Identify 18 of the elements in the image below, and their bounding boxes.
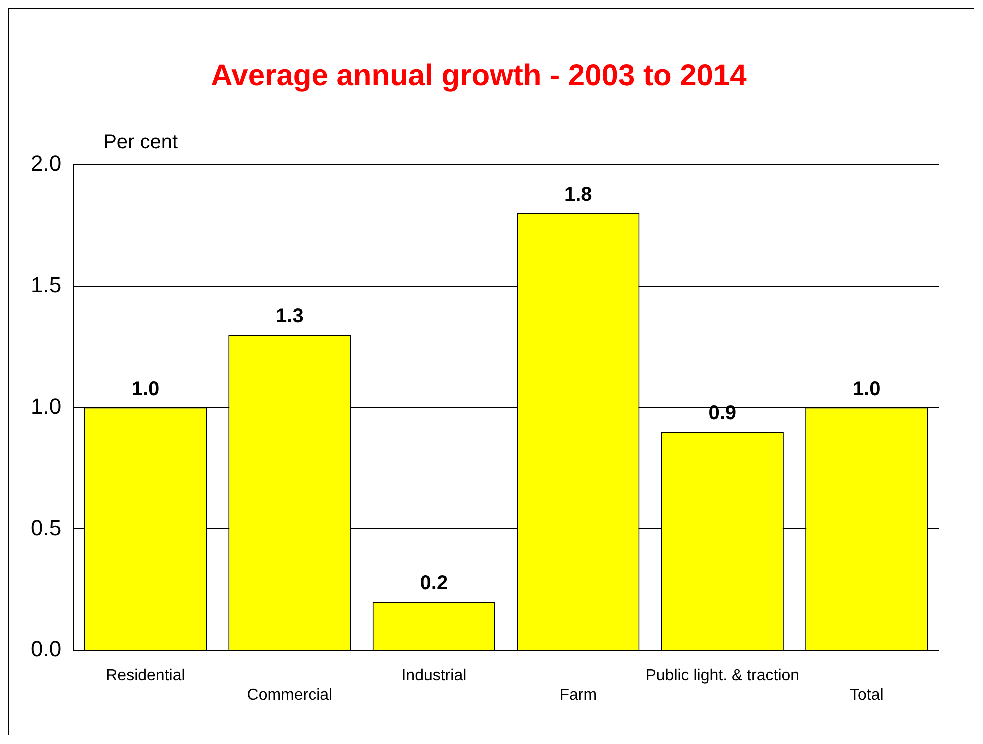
y-tick-label: 2.0 [30,151,62,176]
data-label: 1.8 [564,184,592,206]
y-tick-label: 0.0 [30,636,62,662]
data-label: 0.2 [420,572,448,595]
chart-title: Average annual growth - 2003 to 2014 [211,59,748,92]
y-tick-label: 0.5 [30,515,62,540]
x-tick-label: Commercial [247,686,333,704]
data-label: 1.0 [852,378,881,400]
data-label: 1.0 [132,378,160,400]
x-tick-label: Industrial [402,668,467,685]
x-tick-label: Residential [106,668,186,685]
data-label: 1.3 [276,305,304,328]
x-tick-label: Public light. & traction [646,668,800,685]
x-tick-label: Farm [560,686,598,704]
y-axis-title: Per cent [104,132,179,154]
x-tick-label: Total [850,686,884,704]
y-tick-label: 1.5 [30,272,62,298]
y-tick-label: 1.0 [30,394,62,419]
